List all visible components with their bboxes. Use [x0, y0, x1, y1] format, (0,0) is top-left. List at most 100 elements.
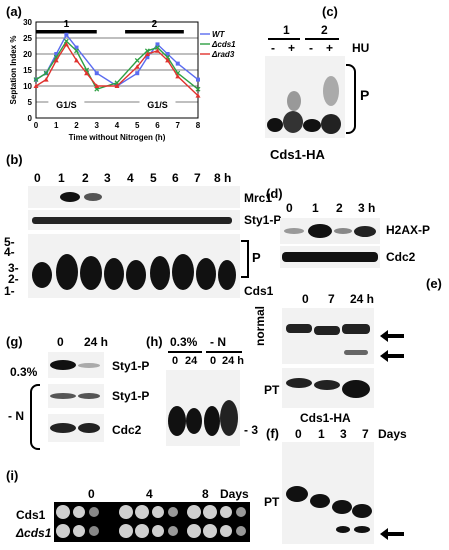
chart-xlabel: Time without Nitrogen (h)	[69, 133, 166, 142]
chart-ytick-label: 15	[23, 66, 32, 75]
chart-ytick-label: 10	[23, 82, 32, 91]
b-time-6: 6	[172, 171, 179, 185]
h-time-3: 0	[210, 355, 217, 367]
f-time-7: 7	[362, 427, 369, 441]
i-time-4: 4	[146, 487, 153, 501]
chart-phase-label-bg	[48, 98, 85, 110]
c-lane-1-bar	[268, 38, 300, 40]
chart-phase-bar	[125, 30, 184, 34]
chart-point	[155, 48, 160, 53]
chart-point	[94, 71, 99, 76]
h-group-minusn: - N	[210, 335, 226, 349]
h-marker: - 3	[244, 423, 259, 437]
chart-xtick-label: 5	[135, 121, 140, 130]
e-arrow-upper-icon	[380, 330, 404, 342]
chart-point	[43, 70, 49, 76]
i-time-0: 0	[88, 487, 95, 501]
chart-ytick-label: 25	[23, 34, 32, 43]
b-time-0: 0	[34, 171, 41, 185]
chart-point	[195, 93, 201, 98]
chart-phase-label: G1/S	[56, 100, 77, 110]
g-label-sty1p-1: Sty1-P	[112, 359, 150, 373]
d-cdc2-blot	[280, 246, 380, 268]
chart-point	[175, 73, 181, 79]
d-label-cdc2: Cdc2	[386, 250, 416, 264]
e-caption: Cds1-HA	[300, 411, 351, 425]
chart-phase-label-bg	[139, 98, 176, 110]
i-strain-cds1: Cds1	[16, 508, 46, 522]
i-time-8: 8	[202, 487, 209, 501]
chart-point	[134, 57, 140, 63]
b-time-3: 3	[104, 171, 111, 185]
e-time-2: 24 h	[350, 292, 375, 306]
chart-point	[144, 48, 150, 54]
chart-point	[114, 83, 120, 88]
g-time-24: 24 h	[84, 335, 109, 349]
h-group-conc-bar	[168, 351, 202, 353]
chart-xtick-label: 8	[196, 121, 201, 130]
f-pt-label: PT	[264, 495, 280, 509]
chart-xtick-label: 1	[54, 121, 59, 130]
chart-point	[63, 41, 69, 47]
b-time-7: 7	[194, 171, 201, 185]
d-time-0: 0	[286, 201, 293, 215]
chart-point	[134, 64, 140, 69]
i-spot-plate	[54, 502, 250, 542]
b-marker-1: 1-	[4, 284, 15, 298]
panel-i-label: (i)	[6, 468, 19, 483]
c-lane-2: 2	[321, 23, 328, 37]
f-time-3: 3	[340, 427, 347, 441]
chart-legend-label: Δrad3	[211, 50, 235, 59]
c-sign-3: -	[309, 41, 313, 55]
panel-a-label: (a)	[6, 4, 22, 19]
b-marker-3: 3-	[8, 261, 19, 275]
c-lane-2-bar	[305, 38, 339, 40]
e-arrow-lower-icon	[380, 350, 404, 362]
g-label-sty1p-2: Sty1-P	[112, 389, 150, 403]
h-time-1: 0	[172, 355, 179, 367]
chart-ylabel: Septation Index %	[9, 36, 18, 105]
c-sign-2: +	[288, 41, 296, 55]
chart-legend-label: WT	[212, 30, 226, 39]
b-label-mrc1: Mrc1	[244, 191, 273, 205]
chart-phase-bar-label: 1	[64, 19, 70, 30]
b-time-2: 2	[82, 171, 89, 185]
chart-point	[165, 52, 170, 56]
h-group-minusn-bar	[206, 351, 242, 353]
b-label-sty1p: Sty1-P	[244, 213, 282, 227]
b-time-1: 1	[58, 171, 65, 185]
d-time-3: 3 h	[358, 201, 376, 215]
chart-point	[74, 57, 79, 63]
chart-point	[145, 55, 150, 60]
b-mrc1-blot	[28, 186, 240, 208]
b-marker-5: 5-	[4, 235, 15, 249]
chart-point	[64, 32, 69, 37]
chart-xtick-label: 7	[176, 121, 181, 130]
chart-point	[165, 57, 171, 63]
b-time-8: 8 h	[214, 171, 232, 185]
d-label-h2axp: H2AX-P	[386, 223, 431, 237]
b-time-5: 5	[150, 171, 157, 185]
e-pt-label: PT	[264, 383, 280, 397]
h-time-2: 24	[185, 355, 198, 367]
chart-point	[94, 83, 100, 88]
chart-series-line	[35, 33, 199, 87]
c-sign-1: -	[271, 41, 275, 55]
i-spots	[56, 505, 246, 538]
d-h2ax-blot	[280, 218, 380, 244]
b-time-4: 4	[127, 171, 134, 185]
b-marker-4: 4-	[4, 245, 15, 259]
e-time-0: 0	[302, 292, 309, 306]
chart-point	[54, 52, 59, 56]
chart-xtick-label: 2	[74, 121, 79, 130]
chart-xtick-label: 3	[95, 121, 100, 130]
chart-frame	[35, 21, 199, 119]
chart-point	[196, 77, 200, 82]
g-time-0: 0	[57, 335, 64, 349]
b-marker-2: 2-	[8, 272, 19, 286]
f-time-0: 0	[295, 427, 302, 441]
i-time-days: Days	[220, 487, 249, 501]
c-treatment: HU	[352, 41, 370, 55]
chart-xtick-label: 6	[155, 121, 160, 130]
c-sign-4: +	[326, 41, 334, 55]
